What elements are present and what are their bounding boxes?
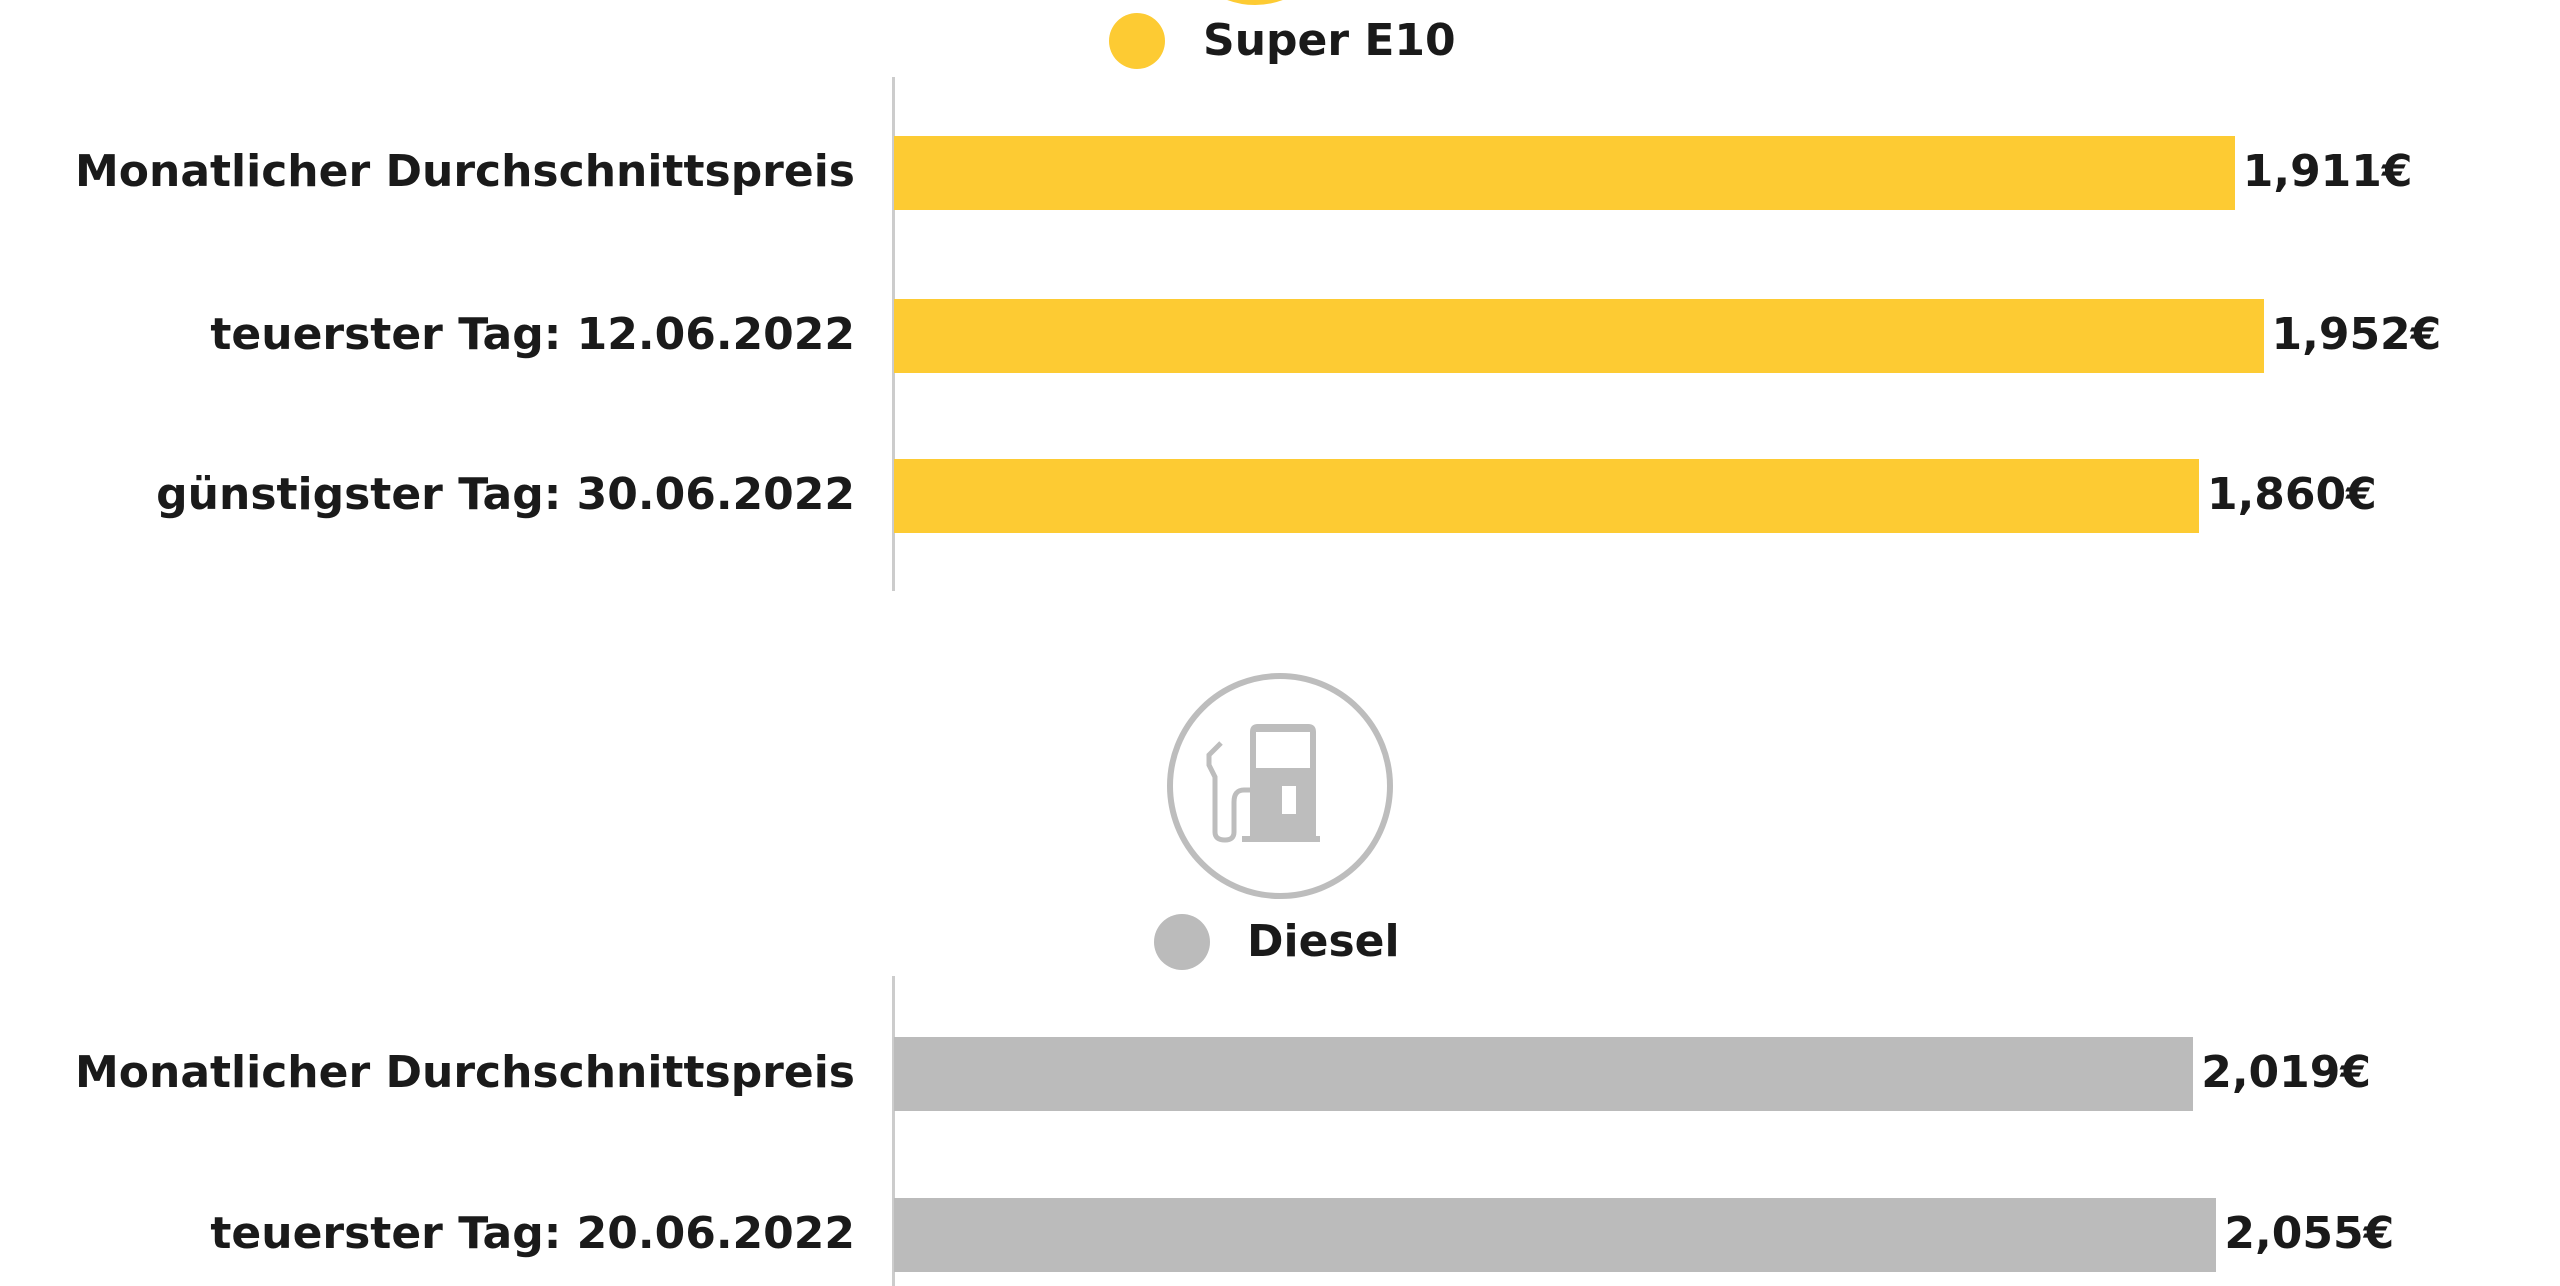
- legend-dot-diesel: [1154, 914, 1210, 970]
- value-label: 1,860€: [2206, 469, 2377, 520]
- legend-label-e10: Super E10: [1203, 15, 1456, 66]
- e10-axis-line: [892, 77, 895, 591]
- value-label: 2,019€: [2201, 1047, 2372, 1098]
- value-label: 2,055€: [2224, 1208, 2395, 1259]
- bar: [894, 1037, 2194, 1111]
- legend-dot-e10: [1109, 13, 1165, 69]
- category-label: Monatlicher Durchschnittspreis: [74, 146, 855, 197]
- fuel-pump-icon: [1167, 673, 1393, 899]
- diesel-axis-line: [892, 976, 895, 1286]
- category-label: teuerster Tag: 12.06.2022: [210, 309, 855, 360]
- bar: [894, 459, 2199, 533]
- bar: [894, 1198, 2217, 1272]
- category-label: Monatlicher Durchschnittspreis: [74, 1047, 855, 1098]
- value-label: 1,952€: [2271, 309, 2442, 360]
- bar: [894, 136, 2235, 210]
- fuel-icon-yellow: [1175, 0, 1335, 5]
- bar: [894, 299, 2264, 373]
- legend-label-diesel: Diesel: [1247, 916, 1400, 967]
- category-label: günstigster Tag: 30.06.2022: [156, 469, 855, 520]
- value-label: 1,911€: [2242, 146, 2413, 197]
- category-label: teuerster Tag: 20.06.2022: [210, 1208, 855, 1259]
